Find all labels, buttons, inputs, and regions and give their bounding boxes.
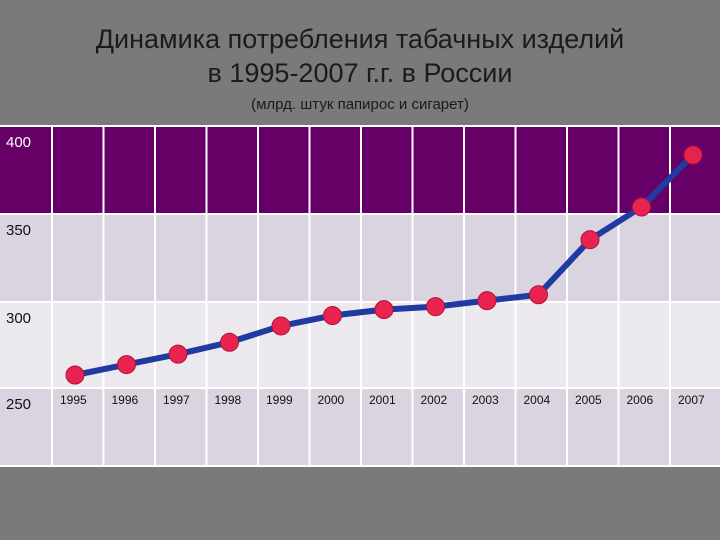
x-tick-label: 1998 [215, 393, 242, 407]
data-point [323, 306, 342, 326]
chart-title-line2: в 1995-2007 г.г. в России [207, 58, 513, 88]
data-point [271, 316, 291, 336]
x-tick-label: 2001 [369, 393, 396, 407]
data-point [580, 230, 600, 250]
x-tick-label: 1997 [163, 393, 190, 407]
x-tick-label: 1999 [266, 393, 293, 407]
data-point [220, 332, 239, 352]
data-point [632, 197, 651, 217]
x-tick-label: 2005 [575, 393, 602, 407]
data-point [683, 145, 703, 165]
y-tick-label: 250 [6, 396, 31, 413]
data-point [374, 300, 394, 320]
data-point [426, 297, 445, 317]
data-point [529, 285, 548, 305]
x-tick-label: 2006 [627, 393, 654, 407]
data-point [65, 365, 85, 385]
y-tick-label: 400 [6, 134, 31, 151]
x-tick-label: 2000 [318, 393, 345, 407]
data-point [168, 344, 188, 364]
chart-title: Динамика потребления табачных изделий в … [0, 22, 720, 90]
data-point [477, 291, 497, 311]
chart-subtitle: (млрд. штук папирос и сигарет) [251, 96, 469, 113]
x-tick-label: 2004 [524, 393, 551, 407]
y-tick-label: 300 [6, 310, 31, 327]
x-tick-label: 2002 [421, 393, 448, 407]
chart-title-line1: Динамика потребления табачных изделий [95, 24, 625, 54]
x-tick-label: 1996 [112, 393, 139, 407]
x-tick-label: 2003 [472, 393, 499, 407]
x-tick-label: 2007 [678, 393, 705, 407]
y-tick-label: 350 [6, 222, 31, 239]
x-tick-label: 1995 [60, 393, 87, 407]
data-point [117, 355, 136, 375]
